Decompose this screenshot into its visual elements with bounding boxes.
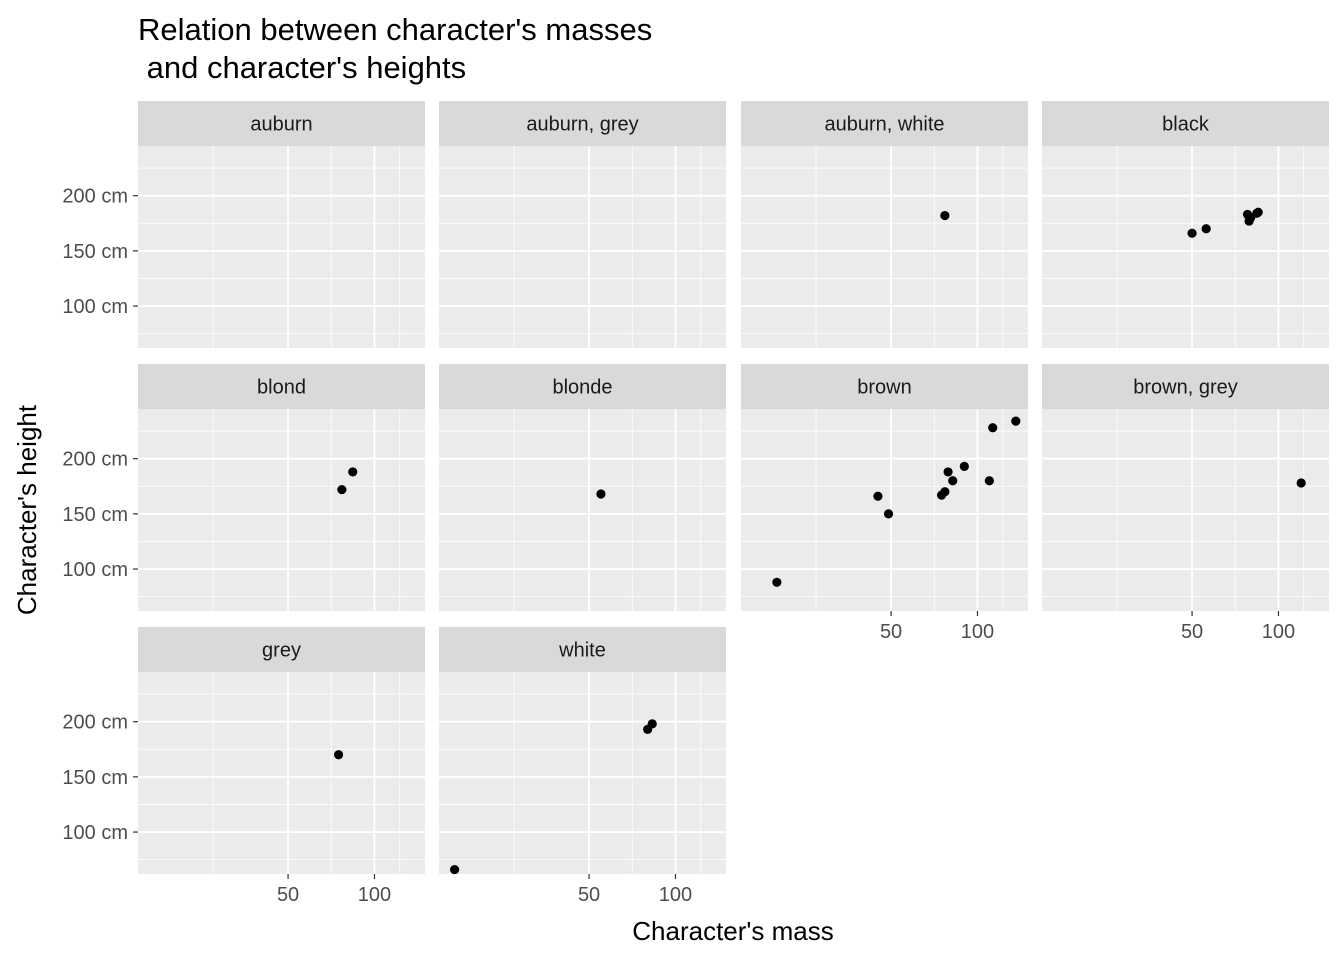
- data-point: [1187, 228, 1197, 238]
- y-axis-tick-label: 200 cm: [62, 449, 128, 471]
- facet-panel: blond 100 cm 150 cm 200 cm: [62, 364, 425, 611]
- y-axis-tick-label: 150 cm: [62, 241, 128, 263]
- x-axis-tick-label: 100: [961, 621, 994, 643]
- data-point: [873, 491, 883, 501]
- facet-plot-background: [439, 672, 726, 874]
- facet-strip-label: white: [558, 640, 606, 662]
- facet-panel: blonde: [439, 364, 726, 611]
- facet-panel: auburn 100 cm 150 cm 200 cm: [62, 101, 425, 348]
- facet-plot-background: [138, 146, 425, 348]
- data-point: [596, 489, 606, 499]
- x-axis-tick-label: 50: [880, 621, 902, 643]
- y-axis-tick-label: 100 cm: [62, 559, 128, 581]
- data-point: [948, 476, 958, 486]
- y-axis-tick-label: 150 cm: [62, 767, 128, 789]
- facet-plot-background: [741, 409, 1028, 611]
- facet-strip-label: auburn, white: [824, 114, 944, 136]
- data-point: [348, 467, 358, 477]
- chart-title-line-2: and character's heights: [138, 50, 466, 85]
- facet-plot-background: [138, 409, 425, 611]
- data-point: [450, 864, 460, 875]
- y-axis-title: Character's height: [12, 404, 42, 615]
- y-axis-tick-label: 100 cm: [62, 296, 128, 318]
- x-axis-tick-label: 50: [1181, 621, 1203, 643]
- facet-plot-background: [439, 146, 726, 348]
- x-axis-tick-label: 100: [659, 884, 692, 906]
- facet-strip-label: grey: [262, 640, 301, 662]
- data-point: [883, 509, 894, 519]
- facet-strip: [439, 101, 726, 146]
- facet-plot-background: [1042, 409, 1329, 611]
- y-axis-tick-label: 200 cm: [62, 712, 128, 734]
- facet-strip-label: blonde: [552, 377, 612, 399]
- x-axis-title: Character's mass: [632, 916, 833, 946]
- facet-grid: auburn 100 cm 150 cm 200 cm auburn, grey aubu…: [62, 101, 1329, 906]
- data-point: [647, 719, 657, 729]
- facet-panel: auburn, white: [741, 101, 1028, 348]
- y-axis-tick-label: 200 cm: [62, 186, 128, 208]
- facet-strip-label: blond: [257, 377, 306, 399]
- data-point: [772, 577, 782, 587]
- data-point: [1246, 213, 1256, 223]
- facet-panel: brown 50 100: [741, 364, 1028, 643]
- data-point: [959, 461, 969, 471]
- facet-strip: [138, 364, 425, 409]
- x-axis-tick-label: 50: [578, 884, 600, 906]
- facet-panel: black: [1042, 101, 1329, 348]
- facet-plot-background: [138, 672, 425, 874]
- x-axis-tick-label: 100: [1262, 621, 1295, 643]
- data-point: [337, 484, 347, 495]
- facet-panel: auburn, grey: [439, 101, 726, 348]
- data-point: [984, 476, 994, 486]
- data-point: [1296, 478, 1306, 488]
- facet-panel: grey 100 cm 150 cm 200 cm 50 100: [62, 627, 425, 906]
- data-point: [943, 467, 953, 477]
- facet-panel: white 50 100: [439, 627, 726, 906]
- facet-strip: [1042, 101, 1329, 146]
- facet-strip-label: brown, grey: [1133, 377, 1238, 399]
- chart-title-line-1: Relation between character's masses: [138, 12, 652, 47]
- facet-strip: [741, 364, 1028, 409]
- facet-plot-background: [439, 409, 726, 611]
- data-point: [940, 210, 950, 221]
- facet-plot-background: [741, 146, 1028, 348]
- facet-strip-label: black: [1162, 114, 1210, 136]
- facet-panel: brown, grey 50 100: [1042, 364, 1329, 643]
- facet-strip: [138, 101, 425, 146]
- x-axis-tick-label: 100: [358, 884, 391, 906]
- data-point: [1253, 207, 1263, 217]
- data-point: [1201, 224, 1211, 234]
- data-point: [1011, 416, 1021, 426]
- facet-strip: [439, 364, 726, 409]
- facet-strip: [439, 627, 726, 672]
- facet-strip-label: brown: [857, 377, 911, 399]
- facet-strip-label: auburn: [250, 114, 312, 136]
- data-point: [334, 750, 344, 760]
- facet-strip: [741, 101, 1028, 146]
- facet-strip-label: auburn, grey: [526, 114, 638, 136]
- facet-plot-background: [1042, 146, 1329, 348]
- data-point: [988, 423, 998, 433]
- facet-strip: [1042, 364, 1329, 409]
- facet-strip: [138, 627, 425, 672]
- x-axis-tick-label: 50: [277, 884, 299, 906]
- y-axis-tick-label: 100 cm: [62, 822, 128, 844]
- data-point: [940, 487, 950, 497]
- y-axis-tick-label: 150 cm: [62, 504, 128, 526]
